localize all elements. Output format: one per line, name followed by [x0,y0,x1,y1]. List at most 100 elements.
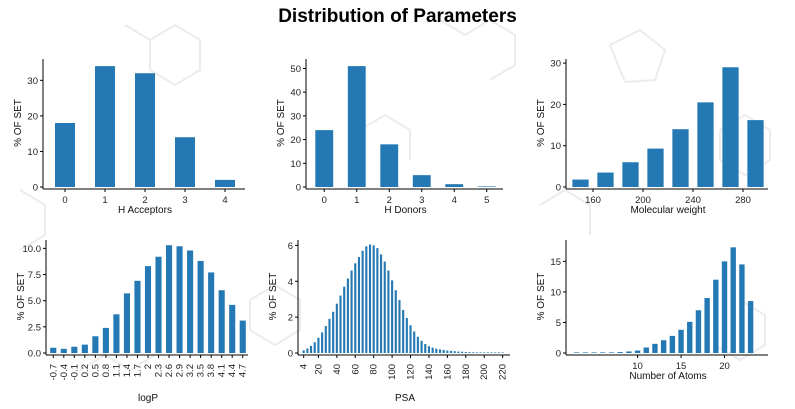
y-tick-label: 30 [27,76,38,87]
bar [445,184,464,187]
bar [398,300,401,353]
x-tick-label: 15 [676,361,687,372]
x-tick-label: -0.1 [69,364,80,380]
chart-h-donors-svg: 0 10 20 30 40 50 0 1 2 3 4 5 H Donors % OF SET [276,59,503,216]
bar [315,130,334,187]
bar [361,250,364,353]
y-tick-label: 2.5 [28,322,41,333]
bar [483,352,486,353]
x-tick-label: 3.8 [206,364,217,377]
bar [55,123,75,187]
y-axis-title: % OF SET [16,273,27,321]
x-tick-label: 60 [350,364,361,375]
y-tick-label: 0 [556,183,561,194]
chart-molecular-weight: 0 10 20 30 160 200 240 280 Molecular weight % OF … [530,42,795,222]
bar [608,352,615,353]
bar [60,348,67,353]
bar [449,350,453,353]
x-tick-label: 2.6 [164,364,175,377]
bar [218,290,225,353]
x-tick-label: 2 [142,195,147,206]
y-tick-label: 10.0 [23,244,42,255]
bar [135,73,155,187]
bar [324,326,327,353]
y-tick-label: 5 [556,318,561,329]
bar [647,148,664,187]
bar [357,257,361,353]
bar [622,162,639,187]
bar [134,280,141,353]
x-tick-label: 0.8 [101,364,112,377]
bar [372,245,375,353]
bar [347,66,366,187]
y-tick-label: 20 [290,135,301,146]
bar [600,352,606,353]
bar [332,311,335,353]
y-tick-label: 0 [296,183,301,194]
bar [309,345,313,353]
x-tick-label: 4.4 [227,364,238,377]
bar [497,352,501,353]
bar [672,129,689,187]
bar [713,279,719,353]
bar [313,342,316,353]
x-tick-label: 3.5 [196,364,207,377]
chart-logp-svg: 0.0 2.5 5.0 7.5 10.0 -0.7 -0.4 -0.1 0.2 0.5 0.8 1.1… [16,240,249,404]
bar [354,263,357,353]
bar [306,348,309,353]
x-tick-label: 1.7 [132,364,143,377]
bar [652,343,658,353]
x-tick-label: 180 [461,364,472,380]
molecule-shape [539,188,591,235]
x-tick-label: 200 [635,195,651,206]
x-tick-label: 200 [479,364,490,380]
bar [475,352,478,353]
bar [412,175,431,187]
bar [197,260,204,353]
bar [383,261,386,353]
bar [453,351,456,353]
bar [391,280,394,353]
bar [486,352,489,353]
x-tick-label: 4 [299,364,310,369]
chart-logp: 0.0 2.5 5.0 7.5 10.0 -0.7 -0.4 -0.1 0.2 0.5 0.8 1.1… [0,228,265,409]
x-tick-label: 240 [685,195,701,206]
bar [730,247,736,353]
bar [95,66,115,187]
molecule-shape [124,23,201,87]
x-tick-label: 0.5 [90,364,101,377]
bar [420,340,423,353]
x-tick-label: -0.4 [59,364,70,380]
bar [424,344,427,353]
x-tick-label: 4.7 [238,364,249,377]
x-tick-label: 0 [322,195,327,206]
x-tick-label: 4 [452,195,457,206]
x-tick-label: 40 [332,364,343,375]
bar [591,352,597,353]
y-tick-label: 20 [27,111,38,122]
x-tick-label: 160 [442,364,453,380]
bar [413,331,416,353]
x-tick-label: 160 [585,195,601,206]
molecule-shape [19,189,46,251]
bar [721,261,728,353]
chart-h-acceptors-svg: 0 10 20 30 0 1 2 3 4 H Acceptors % OF SET [13,59,245,216]
bar [208,272,215,353]
x-tick-label: 1.1 [111,364,122,377]
y-tick-label: 5.0 [28,296,41,307]
bar [494,352,497,353]
bar [477,186,496,187]
molecule-shape [609,28,667,84]
y-tick-label: 20 [550,100,561,111]
chart-h-acceptors: 0 10 20 30 0 1 2 3 4 H Acceptors % OF SET [0,42,265,222]
y-axis-title: % OF SET [536,273,547,321]
bar [617,352,623,353]
x-axis-title: H Acceptors [118,205,172,216]
bar [144,266,152,353]
bar [166,245,173,353]
chart-number-of-atoms: 0 5 10 15 10 15 20 Number of Atoms % OF SET [530,228,795,409]
molecule-shape [439,18,516,81]
bar [427,346,431,353]
bar [678,329,684,353]
y-tick-label: 0.0 [28,349,41,360]
